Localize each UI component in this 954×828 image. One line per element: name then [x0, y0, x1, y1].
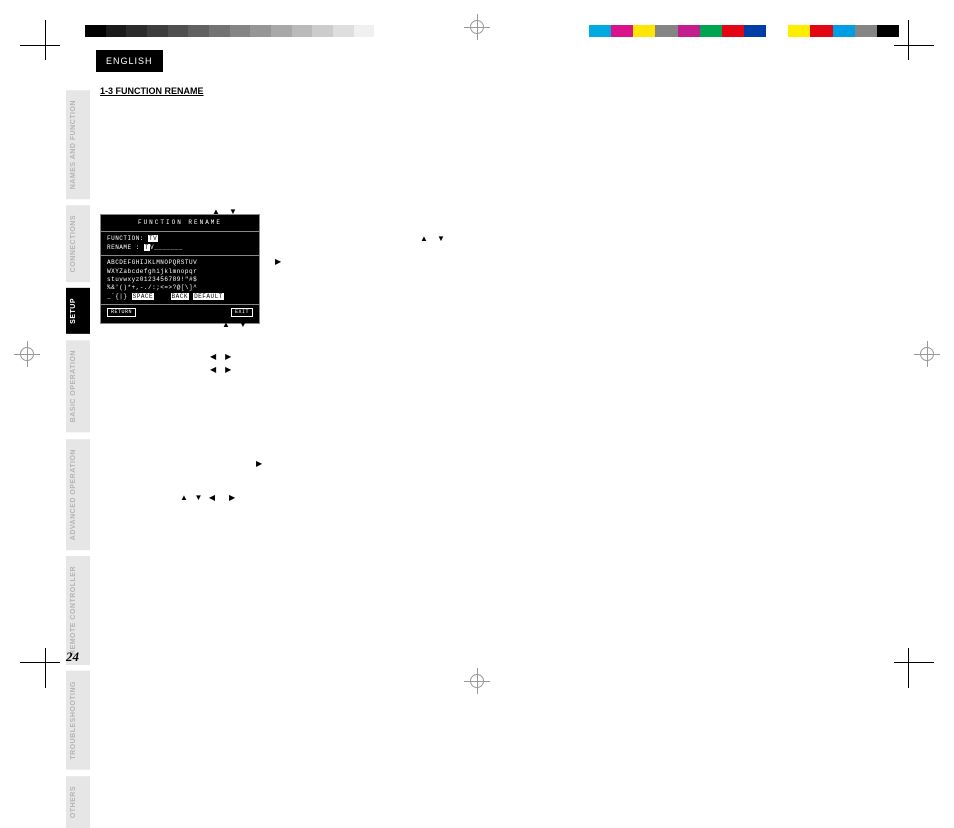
side-tab: NAMES AND FUNCTION [66, 90, 90, 199]
registration-mark [464, 668, 490, 694]
section-heading: 1-3 FUNCTION RENAME [100, 86, 204, 96]
side-tab: CONNECTIONS [66, 205, 90, 282]
arrow-icon: ▲ ▼ [418, 233, 447, 243]
osd-rename-value: TV_______ [144, 244, 183, 251]
side-tabs: NAMES AND FUNCTION CONNECTIONS SETUP BASIC … [66, 90, 90, 828]
osd-char-row: ABCDEFGHIJKLMNOPQRSTUV [107, 259, 253, 267]
color-swatches [589, 25, 899, 37]
side-tab: TROUBLESHOOTING [66, 671, 90, 770]
osd-title: FUNCTION RENAME [107, 219, 253, 227]
osd-char-row: stuvwxyz0123456789!"#$ [107, 276, 253, 284]
side-tab: SETUP [66, 288, 90, 334]
arrow-icon: ▲ ▼ [210, 206, 239, 216]
osd-function-label: FUNCTION: [107, 235, 144, 242]
arrow-icon: ◀ ▶ [208, 364, 233, 374]
osd-char-row: WXYZabcdefghijklmnopqr [107, 268, 253, 276]
arrow-icon: ▶ [254, 458, 264, 468]
osd-char-row: _`{|} SPACE BACK DEFAULT [107, 293, 253, 301]
side-tab: BASIC OPERATION [66, 340, 90, 432]
osd-rename-label: RENAME : [107, 244, 140, 251]
osd-exit-button: EXIT [231, 308, 253, 317]
osd-return-button: RETURN [107, 308, 136, 317]
arrow-icon: ◀ ▶ [208, 351, 233, 361]
osd-char-row: %&'()*+,-./:;<=>?@[\]^ [107, 284, 253, 292]
page-number: 24 [66, 649, 79, 665]
registration-mark [464, 14, 490, 40]
arrow-icon: ▶ [273, 256, 283, 266]
language-tab: ENGLISH [96, 50, 163, 72]
side-tab: OTHERS [66, 776, 90, 828]
side-tab: ADVANCED OPERATION [66, 439, 90, 550]
osd-screenshot: FUNCTION RENAME FUNCTION: TV RENAME : TV… [100, 214, 260, 324]
osd-function-value: TV [148, 235, 158, 242]
registration-mark [14, 341, 40, 367]
arrow-icon: ▲ ▼ ◀ ▶ [178, 492, 237, 502]
arrow-icon: ▲ ▼ [220, 319, 249, 329]
grayscale-swatches [85, 25, 395, 37]
registration-mark [914, 341, 940, 367]
